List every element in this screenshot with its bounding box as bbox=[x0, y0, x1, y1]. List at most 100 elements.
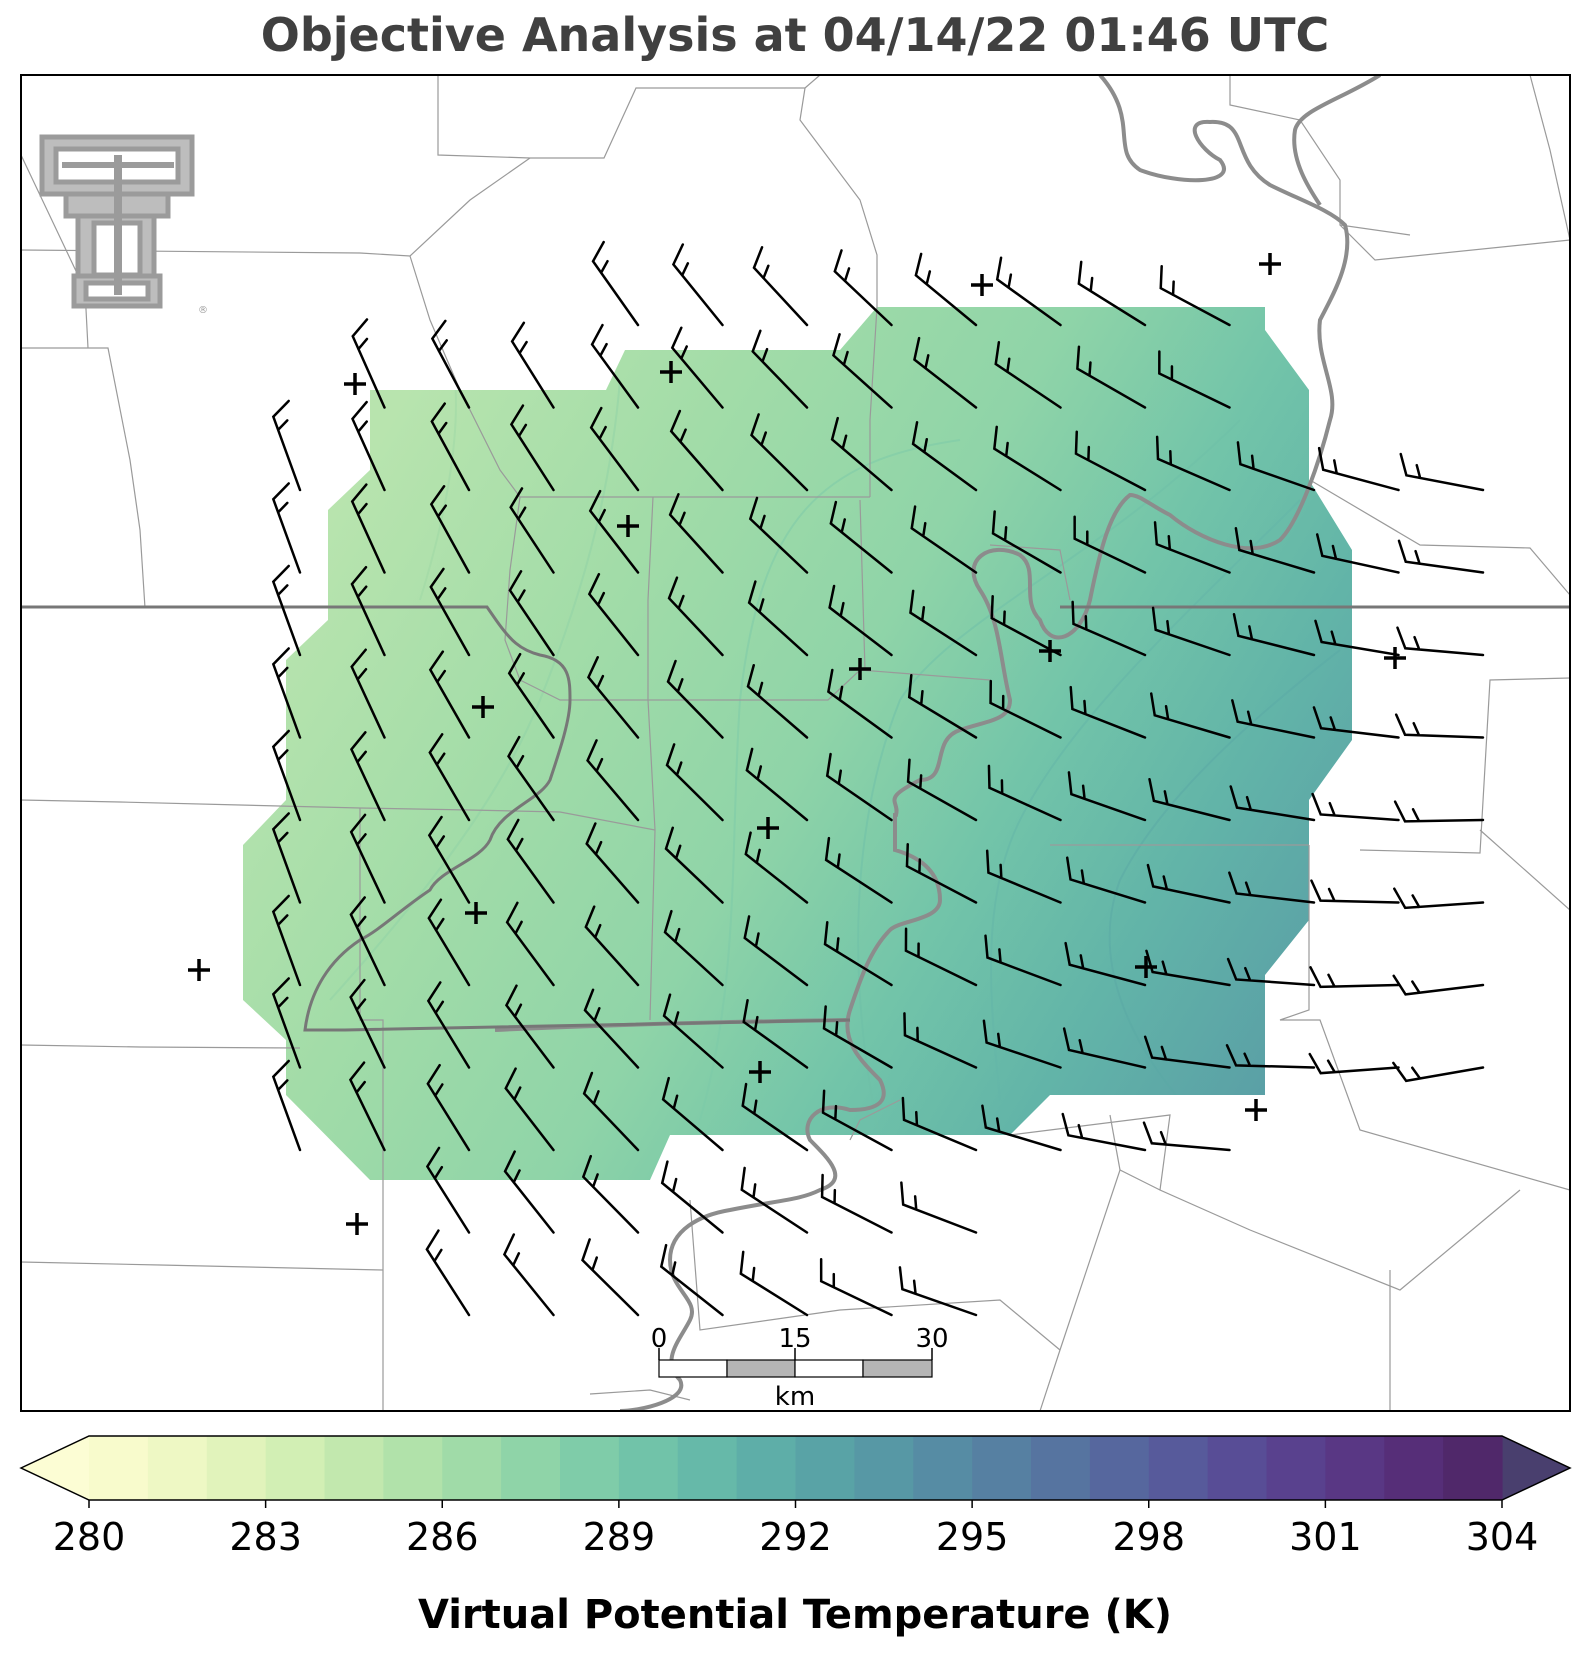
wind-barb bbox=[509, 404, 555, 492]
wind-barb bbox=[828, 584, 893, 657]
wind-barb bbox=[429, 567, 471, 657]
wind-barb bbox=[349, 896, 386, 987]
wind-barb bbox=[747, 580, 809, 657]
scale-label-30: 30 bbox=[915, 1324, 948, 1354]
wind-barb bbox=[1076, 345, 1147, 409]
wind-barb bbox=[900, 1181, 978, 1234]
wind-barb bbox=[659, 1243, 724, 1317]
wind-barbs bbox=[271, 240, 1485, 1317]
wind-barb bbox=[1396, 626, 1485, 657]
wind-barb bbox=[1317, 446, 1400, 492]
station-marker bbox=[188, 959, 210, 981]
wind-barb bbox=[427, 815, 471, 904]
colorbar-segment bbox=[1266, 1436, 1326, 1500]
colorbar-extend-min bbox=[21, 1436, 89, 1500]
wind-barb bbox=[909, 589, 978, 657]
colorbar-tick-label: 301 bbox=[1289, 1515, 1362, 1559]
wind-barb bbox=[990, 594, 1062, 657]
wind-barb bbox=[271, 1059, 302, 1152]
colorbar-segment bbox=[854, 1436, 914, 1500]
wind-barb bbox=[1397, 539, 1485, 574]
scale-label-0: 0 bbox=[651, 1324, 668, 1354]
wind-barb bbox=[508, 570, 555, 657]
vpt-shaded-field bbox=[243, 307, 1352, 1180]
wind-barb bbox=[271, 812, 302, 904]
wind-barb bbox=[824, 836, 893, 904]
wind-barb bbox=[746, 663, 809, 739]
colorbar-segment bbox=[1384, 1436, 1444, 1500]
wind-barb bbox=[1311, 792, 1400, 822]
colorbar-tick-label: 304 bbox=[1466, 1515, 1539, 1559]
colorbar-segment bbox=[736, 1436, 797, 1500]
colorbar-segment bbox=[206, 1436, 267, 1500]
wind-barb bbox=[586, 739, 640, 822]
wind-barb bbox=[825, 752, 893, 822]
wind-barb bbox=[989, 679, 1062, 739]
wind-barb bbox=[1142, 1121, 1231, 1152]
wind-barb bbox=[1226, 957, 1316, 987]
wind-barb bbox=[913, 336, 978, 409]
wind-barb bbox=[823, 921, 893, 987]
wind-barb bbox=[665, 743, 724, 822]
wind-barb bbox=[752, 246, 809, 327]
wind-barb bbox=[1073, 515, 1147, 574]
wind-barb bbox=[1393, 800, 1485, 823]
scale-bar: 0 15 30 km bbox=[651, 1324, 949, 1412]
wind-barb bbox=[829, 500, 893, 574]
wind-barb bbox=[589, 406, 640, 492]
wind-barb bbox=[350, 483, 386, 574]
wind-barb bbox=[1312, 706, 1400, 739]
station-marker bbox=[1039, 640, 1061, 662]
wind-barb bbox=[666, 659, 724, 739]
wind-barb bbox=[904, 927, 978, 987]
colorbar-segment bbox=[1148, 1436, 1209, 1500]
station-marker bbox=[971, 274, 993, 296]
colorbar-segment bbox=[677, 1436, 738, 1500]
scale-unit: km bbox=[775, 1382, 815, 1412]
colorbar-segment bbox=[147, 1436, 208, 1500]
wind-barb bbox=[671, 243, 724, 327]
wind-barb bbox=[504, 984, 555, 1069]
colorbar: 280 283 286 289 292 295 298 301 304 bbox=[19, 1435, 1572, 1559]
wind-barb bbox=[750, 413, 809, 492]
wind-barb bbox=[819, 1258, 893, 1317]
colorbar-segment bbox=[265, 1436, 326, 1500]
wind-barb bbox=[351, 400, 386, 492]
wind-barb bbox=[271, 729, 302, 822]
wind-barb bbox=[662, 993, 724, 1069]
station-markers bbox=[188, 253, 1406, 1235]
wind-barb bbox=[581, 1238, 640, 1317]
wind-barb bbox=[587, 572, 640, 657]
wind-barb bbox=[350, 565, 386, 657]
colorbar-tick-label: 289 bbox=[583, 1515, 656, 1559]
state-lines bbox=[21, 605, 1570, 1032]
colorbar-segment bbox=[1443, 1436, 1503, 1500]
wind-barb bbox=[1158, 350, 1231, 409]
wind-barb bbox=[1065, 856, 1147, 904]
wind-barb bbox=[898, 1266, 978, 1317]
wind-barb bbox=[271, 647, 302, 739]
wind-barb bbox=[429, 485, 471, 574]
wind-barb bbox=[588, 489, 640, 574]
wind-barb bbox=[669, 409, 724, 492]
wind-barb bbox=[911, 421, 978, 492]
wind-barb bbox=[744, 831, 809, 904]
wind-barb bbox=[271, 399, 302, 492]
wind-barb bbox=[1077, 260, 1147, 327]
wind-barb bbox=[1308, 1052, 1400, 1075]
colorbar-tick-label: 286 bbox=[406, 1515, 479, 1559]
wind-barb bbox=[741, 1082, 809, 1152]
station-marker bbox=[472, 696, 494, 718]
colorbar-segment bbox=[1031, 1436, 1091, 1500]
wind-barb bbox=[1062, 1027, 1147, 1069]
wind-barb bbox=[742, 998, 809, 1069]
wind-barb bbox=[1228, 871, 1316, 904]
wind-barb bbox=[350, 648, 386, 739]
wind-barb bbox=[351, 318, 386, 409]
wind-barb bbox=[981, 1104, 1062, 1152]
wind-barb bbox=[427, 898, 471, 987]
station-marker bbox=[346, 1213, 368, 1235]
colorbar-segment bbox=[972, 1436, 1032, 1500]
wind-barb bbox=[1143, 1035, 1231, 1069]
wind-barb bbox=[502, 1233, 555, 1317]
